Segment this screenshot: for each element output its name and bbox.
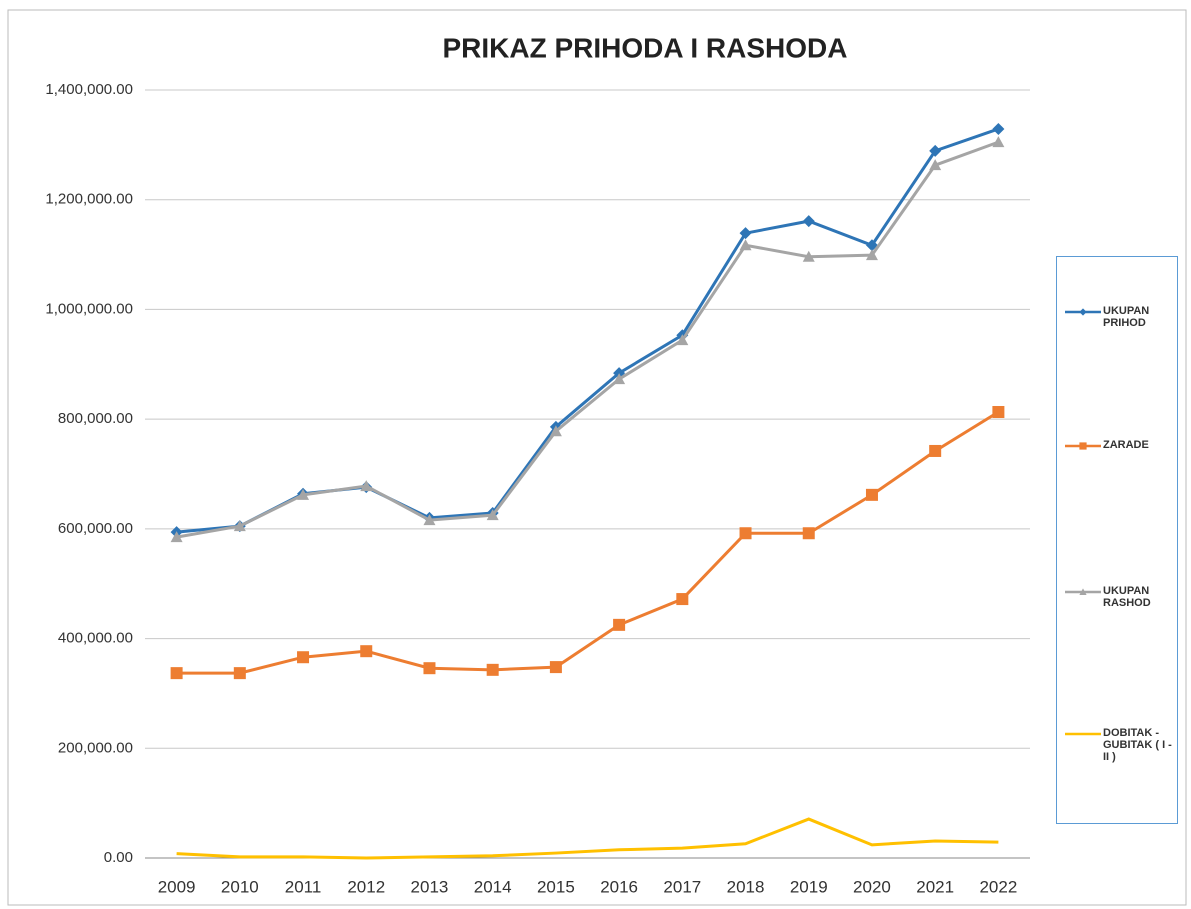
marker: [297, 488, 310, 500]
y-tick-label: 400,000.00: [58, 630, 133, 647]
marker: [549, 425, 562, 437]
marker: [992, 136, 1005, 148]
series-line: [176, 410, 1000, 675]
x-tick-label: 2020: [853, 877, 891, 896]
legend: UKUPAN PRIHOD ZARADE UKUPAN RASHOD DOBITAK …: [1056, 256, 1178, 824]
marker: [929, 144, 942, 157]
legend-label: DOBITAK - GUBITAK ( I - II ): [1103, 727, 1172, 763]
marker: [865, 488, 878, 501]
x-tick-label: 2017: [663, 877, 701, 896]
x-tick-label: 2011: [285, 877, 322, 896]
y-tick-label: 600,000.00: [58, 520, 133, 537]
marker: [739, 227, 752, 240]
marker: [613, 373, 626, 385]
y-tick-label: 800,000.00: [58, 410, 133, 427]
y-tick-label: 0.00: [104, 849, 133, 866]
marker: [992, 406, 1005, 419]
series-line: [176, 817, 999, 860]
x-tick-label: 2012: [347, 877, 385, 896]
marker: [802, 527, 815, 540]
marker: [929, 444, 942, 457]
marker: [1079, 442, 1087, 450]
marker: [613, 618, 626, 631]
legend-swatch: [1065, 442, 1101, 450]
marker: [360, 480, 373, 492]
legend-label: UKUPAN PRIHOD: [1103, 305, 1150, 329]
legend-entry: UKUPAN RASHOD: [1063, 585, 1175, 609]
x-tick-label: 2014: [474, 877, 512, 896]
marker: [423, 662, 436, 675]
marker: [360, 645, 373, 658]
x-tick-label: 2013: [411, 877, 449, 896]
marker: [802, 250, 815, 262]
marker: [233, 667, 246, 680]
x-tick-label: 2016: [600, 877, 638, 896]
x-tick-label: 2022: [979, 877, 1017, 896]
x-tick-label: 2015: [537, 877, 575, 896]
marker: [739, 527, 752, 540]
marker: [992, 122, 1005, 135]
marker: [170, 667, 183, 680]
x-tick-label: 2009: [158, 877, 196, 896]
legend-entry: UKUPAN PRIHOD: [1063, 305, 1175, 329]
x-tick-label: 2010: [221, 877, 259, 896]
marker: [486, 509, 499, 521]
x-tick-label: 2021: [916, 877, 954, 896]
series-line: [176, 140, 999, 539]
y-tick-label: 1,200,000.00: [45, 191, 133, 208]
y-tick-label: 200,000.00: [58, 739, 133, 756]
legend-label: ZARADE: [1103, 439, 1149, 451]
legend-swatch: [1065, 308, 1101, 316]
series-line: [176, 127, 999, 534]
marker: [1079, 308, 1087, 316]
chart-border: [7, 9, 1187, 906]
marker: [549, 661, 562, 674]
marker: [1079, 588, 1087, 595]
x-tick-label: 2019: [790, 877, 828, 896]
marker: [929, 159, 942, 171]
y-tick-label: 1,000,000.00: [45, 300, 133, 317]
y-tick-label: 1,400,000.00: [45, 81, 133, 98]
marker: [676, 334, 689, 346]
legend-swatch: [1065, 732, 1101, 736]
legend-swatch: [1065, 588, 1101, 595]
marker: [170, 531, 183, 543]
marker: [865, 249, 878, 261]
marker: [233, 520, 246, 532]
marker: [297, 651, 310, 664]
marker: [423, 514, 436, 526]
marker: [802, 215, 815, 228]
marker: [676, 593, 689, 606]
marker: [739, 239, 752, 251]
chart-title: PRIKAZ PRIHODA I RASHODA: [443, 32, 848, 63]
x-tick-label: 2018: [727, 877, 765, 896]
marker: [486, 663, 499, 676]
legend-entry: ZARADE: [1063, 439, 1175, 452]
legend-entry: DOBITAK - GUBITAK ( I - II ): [1063, 727, 1175, 763]
legend-label: UKUPAN RASHOD: [1103, 585, 1151, 609]
